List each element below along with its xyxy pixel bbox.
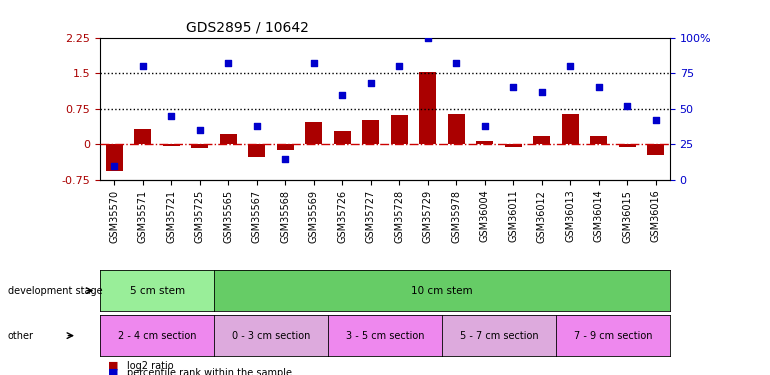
Bar: [647, 144, 665, 155]
Text: 10 cm stem: 10 cm stem: [411, 286, 473, 296]
Bar: [105, 144, 123, 171]
Text: 5 - 7 cm section: 5 - 7 cm section: [460, 331, 538, 340]
Point: [166, 113, 178, 119]
Point: [336, 92, 348, 98]
Bar: [476, 141, 494, 144]
Text: 7 - 9 cm section: 7 - 9 cm section: [574, 331, 652, 340]
Point: [222, 60, 234, 66]
Point: [422, 34, 434, 40]
Bar: [447, 114, 465, 144]
Point: [137, 63, 149, 69]
Bar: [561, 114, 579, 144]
Bar: [305, 122, 323, 144]
Bar: [362, 120, 380, 144]
Point: [621, 103, 633, 109]
Bar: [134, 129, 152, 144]
Text: other: other: [8, 331, 34, 340]
Point: [251, 123, 263, 129]
Point: [365, 80, 377, 86]
Point: [649, 117, 661, 123]
Point: [535, 88, 547, 94]
Point: [507, 84, 519, 90]
Bar: [504, 144, 522, 147]
Bar: [248, 144, 266, 157]
Text: log2 ratio: log2 ratio: [127, 361, 174, 370]
Text: ■: ■: [108, 368, 119, 375]
Point: [307, 60, 320, 66]
Text: development stage: development stage: [8, 286, 102, 296]
Bar: [162, 144, 180, 146]
Point: [108, 163, 121, 169]
Point: [450, 60, 462, 66]
Text: 3 - 5 cm section: 3 - 5 cm section: [346, 331, 424, 340]
Point: [593, 84, 605, 90]
Bar: [191, 144, 209, 148]
Text: ■: ■: [108, 361, 119, 370]
Text: percentile rank within the sample: percentile rank within the sample: [127, 368, 292, 375]
Point: [393, 63, 405, 69]
Bar: [533, 136, 551, 144]
Bar: [219, 134, 237, 144]
Bar: [419, 72, 437, 144]
Bar: [276, 144, 294, 150]
Bar: [333, 131, 351, 144]
Point: [479, 123, 491, 129]
Bar: [590, 136, 608, 144]
Point: [564, 63, 576, 69]
Text: 5 cm stem: 5 cm stem: [129, 286, 185, 296]
Text: GDS2895 / 10642: GDS2895 / 10642: [186, 21, 309, 35]
Point: [280, 156, 292, 162]
Text: 0 - 3 cm section: 0 - 3 cm section: [232, 331, 310, 340]
Point: [194, 127, 206, 133]
Text: 2 - 4 cm section: 2 - 4 cm section: [118, 331, 196, 340]
Bar: [390, 115, 408, 144]
Bar: [618, 144, 636, 147]
